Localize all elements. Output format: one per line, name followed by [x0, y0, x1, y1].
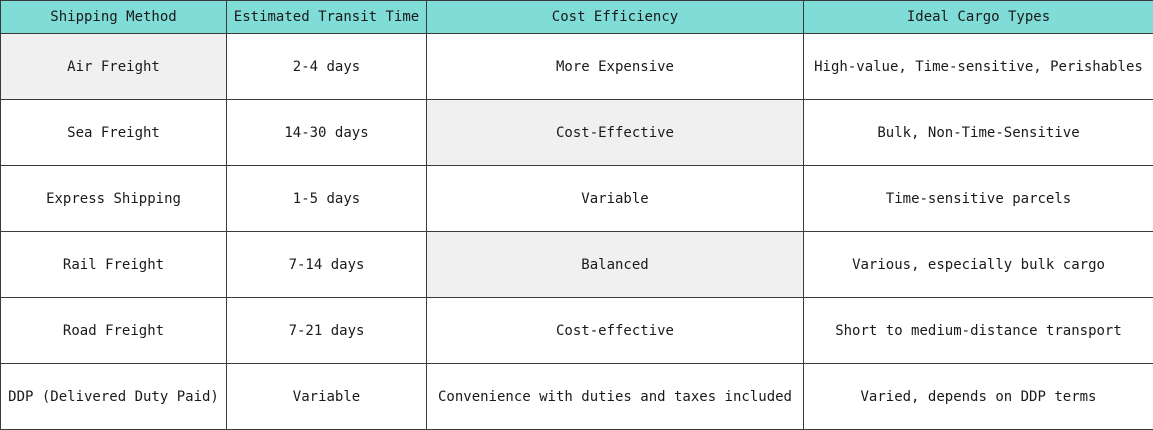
cell-shipping-method: Sea Freight	[0, 99, 227, 166]
cell-transit-time: 2-4 days	[226, 33, 427, 100]
table-row: Express Shipping 1-5 days Variable Time-…	[0, 165, 1153, 232]
cell-cargo-types: High-value, Time-sensitive, Perishables	[803, 33, 1153, 100]
header-shipping-method: Shipping Method	[0, 0, 227, 34]
cell-transit-time: 1-5 days	[226, 165, 427, 232]
cell-shipping-method: Rail Freight	[0, 231, 227, 298]
table-row: Air Freight 2-4 days More Expensive High…	[0, 33, 1153, 100]
header-cost-efficiency: Cost Efficiency	[426, 0, 804, 34]
cell-transit-time: 14-30 days	[226, 99, 427, 166]
cell-cargo-types: Various, especially bulk cargo	[803, 231, 1153, 298]
cell-transit-time: 7-21 days	[226, 297, 427, 364]
header-ideal-cargo-types: Ideal Cargo Types	[803, 0, 1153, 34]
table-row: Road Freight 7-21 days Cost-effective Sh…	[0, 297, 1153, 364]
table-header: Shipping Method Estimated Transit Time C…	[0, 0, 1153, 34]
cell-shipping-method: Express Shipping	[0, 165, 227, 232]
cell-shipping-method: Road Freight	[0, 297, 227, 364]
cell-shipping-method: DDP (Delivered Duty Paid)	[0, 363, 227, 430]
header-estimated-transit-time: Estimated Transit Time	[226, 0, 427, 34]
table-row: Sea Freight 14-30 days Cost-Effective Bu…	[0, 99, 1153, 166]
table-row: Rail Freight 7-14 days Balanced Various,…	[0, 231, 1153, 298]
cell-transit-time: 7-14 days	[226, 231, 427, 298]
cell-cost-efficiency: Cost-effective	[426, 297, 804, 364]
cell-cost-efficiency: Cost-Effective	[426, 99, 804, 166]
cell-cargo-types: Varied, depends on DDP terms	[803, 363, 1153, 430]
cell-cost-efficiency: Variable	[426, 165, 804, 232]
cell-cost-efficiency: Balanced	[426, 231, 804, 298]
table-row: DDP (Delivered Duty Paid) Variable Conve…	[0, 363, 1153, 430]
cell-cargo-types: Bulk, Non-Time-Sensitive	[803, 99, 1153, 166]
cell-cost-efficiency: More Expensive	[426, 33, 804, 100]
cell-cargo-types: Short to medium-distance transport	[803, 297, 1153, 364]
table-body: Air Freight 2-4 days More Expensive High…	[0, 33, 1153, 430]
header-row: Shipping Method Estimated Transit Time C…	[0, 0, 1153, 34]
cell-cost-efficiency: Convenience with duties and taxes includ…	[426, 363, 804, 430]
cell-shipping-method: Air Freight	[0, 33, 227, 100]
cell-transit-time: Variable	[226, 363, 427, 430]
cell-cargo-types: Time-sensitive parcels	[803, 165, 1153, 232]
